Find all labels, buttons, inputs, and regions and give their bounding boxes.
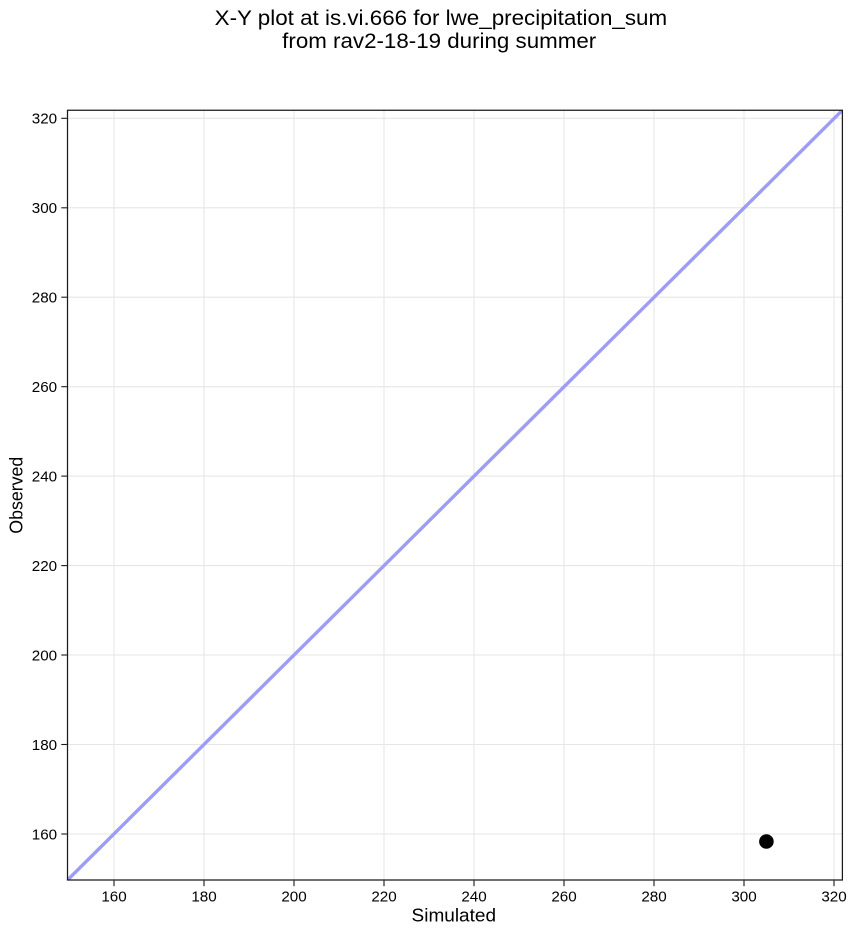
svg-text:280: 280 [641,889,666,906]
svg-text:220: 220 [32,558,57,575]
svg-text:200: 200 [32,647,57,664]
svg-text:300: 300 [32,200,57,217]
svg-text:160: 160 [101,889,126,906]
svg-text:240: 240 [32,468,57,485]
svg-text:X-Y plot at is.vi.666 for lwe_: X-Y plot at is.vi.666 for lwe_precipitat… [215,7,668,30]
svg-text:160: 160 [32,826,57,843]
svg-text:220: 220 [371,889,396,906]
svg-text:from rav2-18-19 during summer: from rav2-18-19 during summer [282,30,596,53]
svg-text:320: 320 [32,111,57,128]
svg-text:320: 320 [821,889,846,906]
svg-text:180: 180 [32,737,57,754]
svg-text:Simulated: Simulated [412,905,497,926]
svg-text:260: 260 [551,889,576,906]
svg-text:280: 280 [32,289,57,306]
svg-text:240: 240 [461,889,486,906]
svg-text:200: 200 [281,889,306,906]
svg-text:180: 180 [191,889,216,906]
svg-text:260: 260 [32,379,57,396]
svg-text:Observed: Observed [6,457,27,534]
svg-text:300: 300 [731,889,756,906]
